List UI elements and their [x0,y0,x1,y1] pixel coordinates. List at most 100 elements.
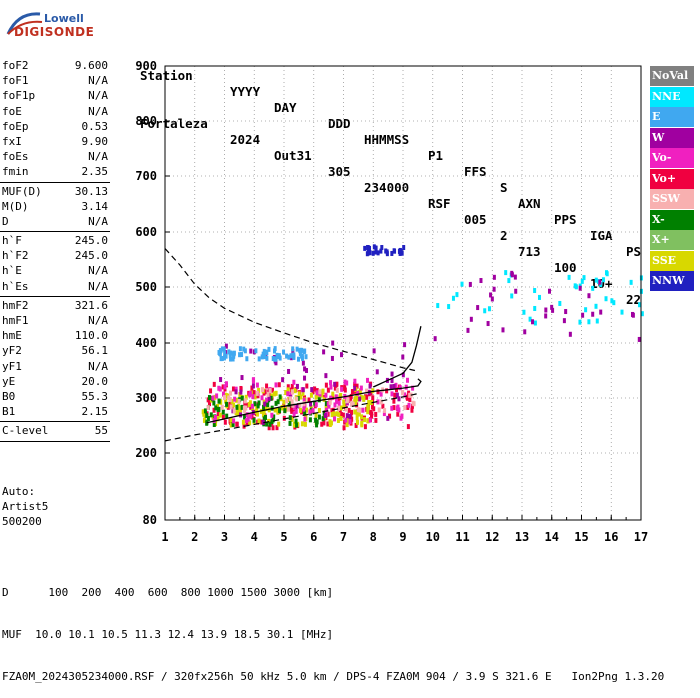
parameter-value: 30.13 [74,184,108,198]
echo-point [228,401,232,407]
parameter-value: N/A [88,89,108,103]
x-tick-label: 12 [485,530,499,544]
header-label: P1 [428,148,444,163]
echo-point [358,407,362,413]
echo-point [219,377,223,383]
echo-point [294,418,298,424]
parameter-row: h`Es N/A [0,279,110,294]
echo-point [298,402,302,408]
echo-point [257,356,261,362]
echo-point [288,415,292,421]
echo-point [310,387,314,393]
echo-point [324,401,328,407]
parameter-name: foF1p [2,89,36,103]
x-tick-label: 9 [399,530,406,544]
header-label: DDD [328,116,351,131]
echo-point [594,277,598,283]
echo-point [299,394,303,400]
parameter-value: N/A [88,359,108,373]
echo-point [331,391,335,397]
parameter-value: N/A [88,314,108,327]
legend-item: NNE [650,86,694,107]
echo-point [342,425,346,431]
echo-point [247,402,251,408]
echo-point [247,413,251,419]
echo-point [368,383,372,389]
parameter-name: B0 [2,389,16,403]
echo-point [408,396,412,402]
echo-point [486,321,490,327]
echo-point [371,250,375,256]
legend-item: Vo- [650,148,694,168]
echo-point [550,304,554,310]
parameter-name: foF1 [2,74,29,88]
header-label: IGA [590,228,613,243]
echo-point [397,396,401,402]
legend-item: Vo+ [650,168,694,189]
dashed-upper-curve [164,248,416,372]
echo-point [261,412,265,418]
echo-point [254,348,258,354]
parameter-name: D [2,214,9,228]
echo-point [301,391,305,397]
echo-point [331,340,335,346]
echo-point [315,422,319,428]
x-tick-label: 17 [634,530,648,544]
direction-legend: NoVal NNE E W Vo- Vo+ SSW X- X+ SSE NNW [650,66,694,292]
echo-point [278,394,282,400]
header-label: YYYY [230,84,261,99]
echo-point [587,319,591,325]
echo-point [221,414,225,420]
parameter-name: h`Es [2,279,29,293]
echo-point [229,422,233,428]
echo-point [594,303,598,309]
echo-point [335,411,339,417]
echo-point [318,389,322,395]
echo-point [578,285,582,291]
parameter-value: 2.15 [81,405,109,419]
echo-point [637,336,641,342]
y-tick-label: 300 [135,391,157,405]
echo-point [310,407,314,413]
echo-point [271,356,275,362]
echo-point [251,378,255,384]
x-tick-label: 6 [310,530,317,544]
echo-point [604,270,608,276]
echo-point [301,387,305,393]
x-tick-label: 3 [221,530,228,544]
echo-point [265,397,269,403]
echo-point [264,405,268,411]
echo-point [353,396,357,402]
x-tick-label: 1 [161,530,168,544]
echo-point [300,421,304,427]
echo-point [252,390,256,396]
echo-point [265,383,269,389]
echo-point [235,404,239,410]
echo-point [610,298,614,304]
echo-point [218,386,222,392]
echo-point [286,406,290,412]
echo-point [308,417,312,423]
echo-point [522,309,526,315]
echo-point [510,270,514,276]
echo-point [349,397,353,403]
echo-point [360,414,364,420]
echo-point [396,411,400,417]
echo-point [222,355,226,361]
echo-point [396,404,400,410]
parameter-name: foEp [2,119,29,133]
echo-point [359,385,363,391]
echo-point [335,398,339,404]
echo-point [225,401,229,407]
echo-point [492,274,496,280]
echo-point [343,379,347,385]
echo-point [388,413,392,419]
echo-point [365,388,369,394]
echo-point [282,399,286,405]
echo-point [274,390,278,396]
echo-point [219,399,223,405]
echo-point [267,396,271,402]
echo-point [235,410,239,416]
echo-point [368,250,372,256]
echo-point [253,401,257,407]
